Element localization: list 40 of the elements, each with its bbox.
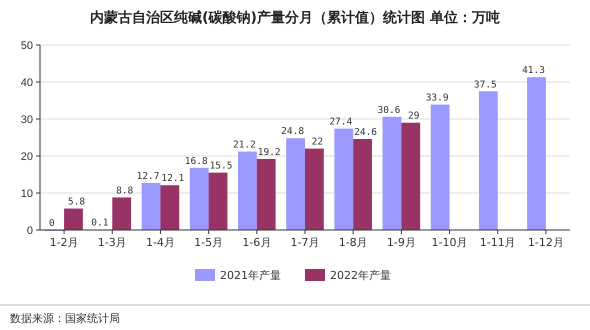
data-label: 24.6 (354, 126, 378, 138)
legend-label: 2021年产量 (220, 268, 281, 282)
data-label: 0 (48, 218, 55, 229)
data-label: 19.2 (258, 146, 281, 158)
data-label: 30.6 (378, 104, 401, 116)
x-tick-label: 1-7月 (290, 236, 320, 249)
y-tick-label: 50 (20, 40, 33, 52)
y-tick-label: 40 (20, 76, 33, 89)
x-tick-label: 1-10月 (432, 236, 468, 249)
y-tick-label: 10 (20, 188, 33, 200)
x-tick-label: 1-2月 (50, 236, 79, 249)
y-tick-label: 0 (26, 224, 33, 237)
x-tick-label: 1-11月 (480, 236, 516, 249)
y-tick-label: 30 (20, 114, 33, 126)
data-label: 24.8 (281, 126, 304, 138)
data-label: 22 (312, 136, 324, 148)
data-label: 41.3 (522, 65, 545, 76)
x-tick-label: 1-8月 (338, 236, 368, 249)
x-tick-label: 1-3月 (98, 236, 127, 249)
data-label: 8.8 (116, 185, 134, 196)
chart-title: 内蒙古自治区纯碱(碳酸钠)产量分月（累计值）统计图 单位：万吨 (90, 9, 500, 26)
data-label: 37.5 (474, 79, 497, 90)
data-label: 0.1 (91, 218, 109, 229)
x-tick-label: 1-5月 (194, 236, 224, 249)
data-label: 33.9 (426, 92, 449, 104)
data-label: 12.7 (136, 171, 160, 182)
data-label: 21.2 (232, 140, 256, 151)
data-label: 15.5 (210, 160, 232, 172)
legend-label: 2022年产量 (330, 268, 391, 282)
source-note: 数据来源：国家统计局 (10, 312, 120, 325)
y-tick-label: 20 (20, 150, 33, 163)
x-tick-label: 1-9月 (386, 236, 416, 249)
x-tick-label: 1-12月 (528, 236, 564, 249)
data-label: 12.1 (161, 173, 185, 184)
data-label: 29 (408, 110, 420, 122)
x-tick-label: 1-4月 (146, 236, 175, 249)
x-tick-label: 1-6月 (242, 236, 272, 249)
data-label: 5.8 (68, 196, 86, 208)
data-label: 16.8 (184, 156, 208, 167)
data-label: 27.4 (329, 116, 352, 128)
